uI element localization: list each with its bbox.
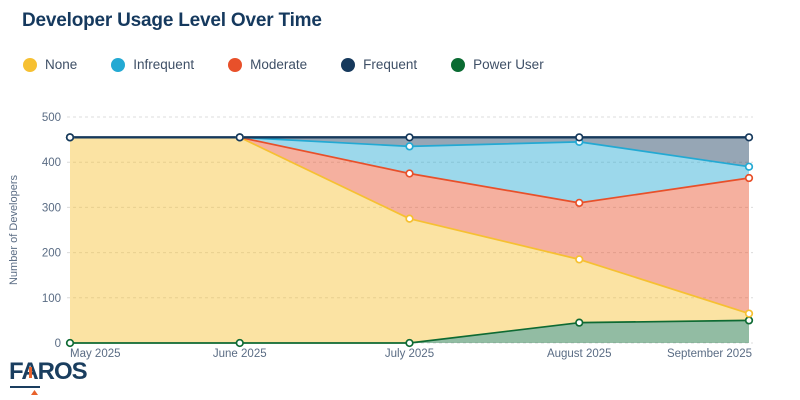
data-point-frequent[interactable] — [575, 133, 584, 142]
x-tick-label: July 2025 — [385, 348, 434, 360]
y-tick-label: 100 — [42, 293, 61, 305]
legend-dot-none — [23, 57, 37, 72]
data-point-none[interactable] — [405, 214, 414, 223]
legend-label: Power User — [473, 57, 544, 72]
data-point-power-user[interactable] — [744, 316, 754, 325]
data-point-infrequent[interactable] — [405, 142, 414, 151]
data-point-power-user[interactable] — [65, 338, 75, 348]
faros-logo-text: FAROS — [9, 358, 88, 385]
legend-dot-frequent — [341, 57, 356, 72]
legend-dot-power-user — [451, 57, 466, 72]
faros-logo-underline — [10, 386, 40, 388]
chart-title: Developer Usage Level Over Time — [22, 10, 322, 31]
area-moderate — [70, 137, 749, 314]
data-point-frequent[interactable] — [65, 133, 75, 142]
legend-label: Moderate — [250, 57, 308, 72]
x-tick-label: August 2025 — [547, 348, 612, 360]
data-point-infrequent[interactable] — [744, 162, 754, 171]
data-point-frequent[interactable] — [744, 133, 754, 142]
area-none — [70, 137, 749, 343]
faros-logo: FAROS — [9, 360, 88, 395]
legend-item-power-user[interactable]: Power User — [451, 57, 544, 72]
x-tick-label: June 2025 — [213, 348, 267, 360]
y-tick-label: 500 — [42, 112, 61, 124]
y-tick-label: 300 — [42, 202, 61, 214]
x-tick-label: May 2025 — [70, 348, 121, 360]
faros-logo-beacon-icon — [31, 390, 38, 395]
legend-label: Frequent — [363, 57, 418, 72]
y-axis-title: Number of Developers — [8, 174, 20, 285]
data-point-none[interactable] — [744, 309, 754, 318]
data-point-power-user[interactable] — [405, 338, 414, 348]
data-point-none[interactable] — [575, 255, 584, 264]
legend-item-infrequent[interactable]: Infrequent — [111, 57, 194, 72]
legend-dot-infrequent — [111, 57, 126, 72]
legend-label: Infrequent — [133, 57, 195, 72]
data-point-power-user[interactable] — [575, 318, 584, 327]
y-tick-label: 200 — [42, 248, 61, 260]
legend-item-moderate[interactable]: Moderate — [228, 57, 307, 72]
legend-dot-moderate — [228, 57, 243, 72]
data-point-power-user[interactable] — [235, 338, 244, 348]
legend-label: None — [45, 57, 78, 72]
data-point-frequent[interactable] — [235, 133, 244, 142]
data-point-moderate[interactable] — [744, 173, 754, 183]
data-point-frequent[interactable] — [405, 133, 414, 142]
x-tick-label: September 2025 — [667, 348, 752, 360]
data-point-moderate[interactable] — [575, 198, 584, 208]
y-tick-label: 0 — [55, 338, 61, 350]
data-point-moderate[interactable] — [405, 169, 414, 178]
chart-legend: None Infrequent Moderate Frequent Power User — [23, 57, 544, 72]
y-tick-label: 400 — [42, 157, 61, 169]
legend-item-none[interactable]: None — [23, 57, 77, 72]
legend-item-frequent[interactable]: Frequent — [341, 57, 417, 72]
